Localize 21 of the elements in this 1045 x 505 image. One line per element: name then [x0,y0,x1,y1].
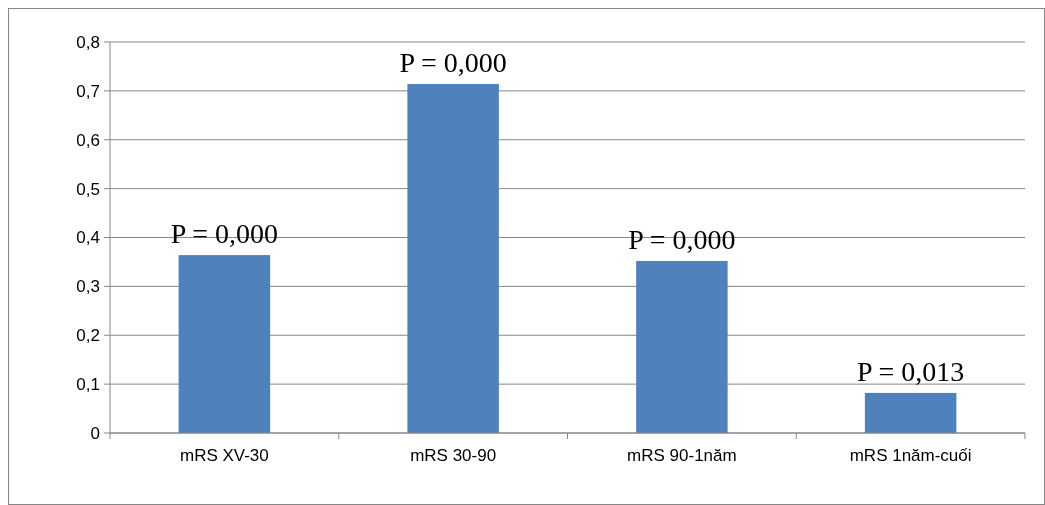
x-tick-label: mRS 30-90 [410,446,497,465]
annotation: P = 0,000 [628,223,736,255]
y-tick-label: 0,3 [76,277,100,297]
x-tick-label: mRS 1năm-cuối [849,446,972,465]
bar [407,84,499,433]
bar [178,255,271,433]
x-tick-label: mRS XV-30 [179,446,269,465]
y-tick-label: 0 [90,423,100,443]
y-tick-label: 0,6 [76,130,100,150]
y-tick-label: 0,4 [76,228,100,248]
y-tick-label: 0,8 [76,32,100,52]
bar [636,260,728,433]
annotation: P = 0,013 [856,355,965,387]
x-tick-label: mRS 90-1năm [627,446,737,465]
y-tick-label: 0,1 [76,375,100,395]
y-tick-label: 0,7 [76,81,100,101]
annotation: P = 0,000 [170,218,279,250]
bar [864,392,957,433]
y-tick-label: 0,5 [76,179,100,199]
annotation: P = 0,000 [399,47,507,79]
y-tick-label: 0,2 [76,326,100,346]
